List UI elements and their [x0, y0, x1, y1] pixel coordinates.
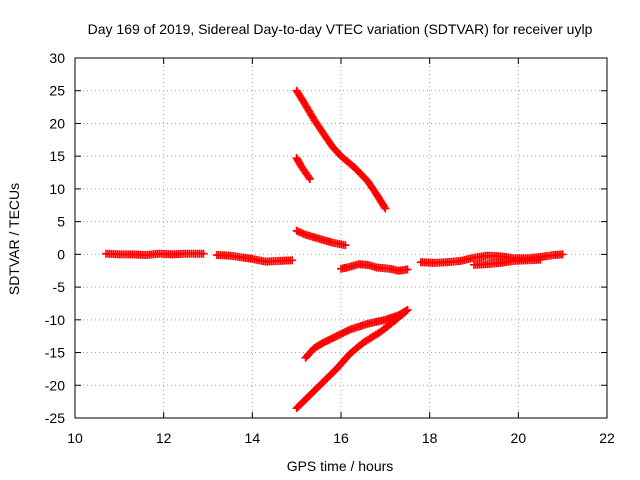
data-point-marker — [403, 306, 412, 314]
x-tick-labels: 10 12 14 16 18 20 22 — [67, 430, 615, 446]
data-point-marker — [403, 265, 412, 274]
x-tick-label: 10 — [67, 430, 83, 446]
x-tick-label: 16 — [333, 430, 349, 446]
x-tick-label: 12 — [156, 430, 172, 446]
y-tick-label: 30 — [49, 50, 65, 66]
y-tick-label: -5 — [53, 279, 66, 295]
data-series-segment — [292, 306, 412, 413]
data-points — [102, 86, 567, 413]
data-series-segment — [292, 154, 314, 184]
y-tick-label: -15 — [45, 345, 65, 361]
data-series-segment — [102, 249, 208, 260]
data-series-segment — [470, 255, 545, 269]
data-point-marker — [402, 307, 411, 316]
chart-title: Day 169 of 2019, Sidereal Day-to-day VTE… — [88, 21, 593, 37]
data-series-segment — [292, 226, 350, 250]
data-point-marker — [304, 173, 313, 182]
x-tick-label: 14 — [245, 430, 261, 446]
y-tick-label: 0 — [57, 246, 65, 262]
data-point-marker — [341, 241, 350, 250]
y-tick-label: -10 — [45, 312, 65, 328]
x-tick-label: 22 — [599, 430, 615, 446]
data-point-marker — [199, 249, 208, 258]
x-axis-label: GPS time / hours — [287, 458, 394, 474]
plot-frame — [74, 57, 608, 419]
data-point-marker — [381, 204, 390, 213]
data-point-marker — [288, 256, 297, 265]
y-tick-label: -20 — [45, 377, 65, 393]
data-point-marker — [536, 255, 545, 264]
data-series-segment — [292, 86, 390, 213]
y-tick-label: 5 — [57, 214, 65, 230]
y-tick-label: 15 — [49, 148, 65, 164]
y-tick-label: 25 — [49, 83, 65, 99]
x-tick-label: 20 — [511, 430, 527, 446]
y-tick-label: 20 — [49, 115, 65, 131]
y-tick-label: 10 — [49, 181, 65, 197]
data-series-segment — [212, 251, 297, 266]
data-series-segment — [301, 306, 412, 362]
data-point-marker — [380, 202, 389, 211]
data-point-marker — [305, 175, 314, 184]
data-series-segment — [337, 260, 412, 275]
data-point-marker — [558, 250, 567, 259]
y-tick-label: -25 — [45, 410, 65, 426]
y-tick-labels: -25 -20 -15 -10 -5 0 5 10 15 20 25 30 — [45, 50, 65, 426]
x-tick-label: 18 — [422, 430, 438, 446]
y-axis-label: SDTVAR / TECUs — [6, 183, 22, 295]
